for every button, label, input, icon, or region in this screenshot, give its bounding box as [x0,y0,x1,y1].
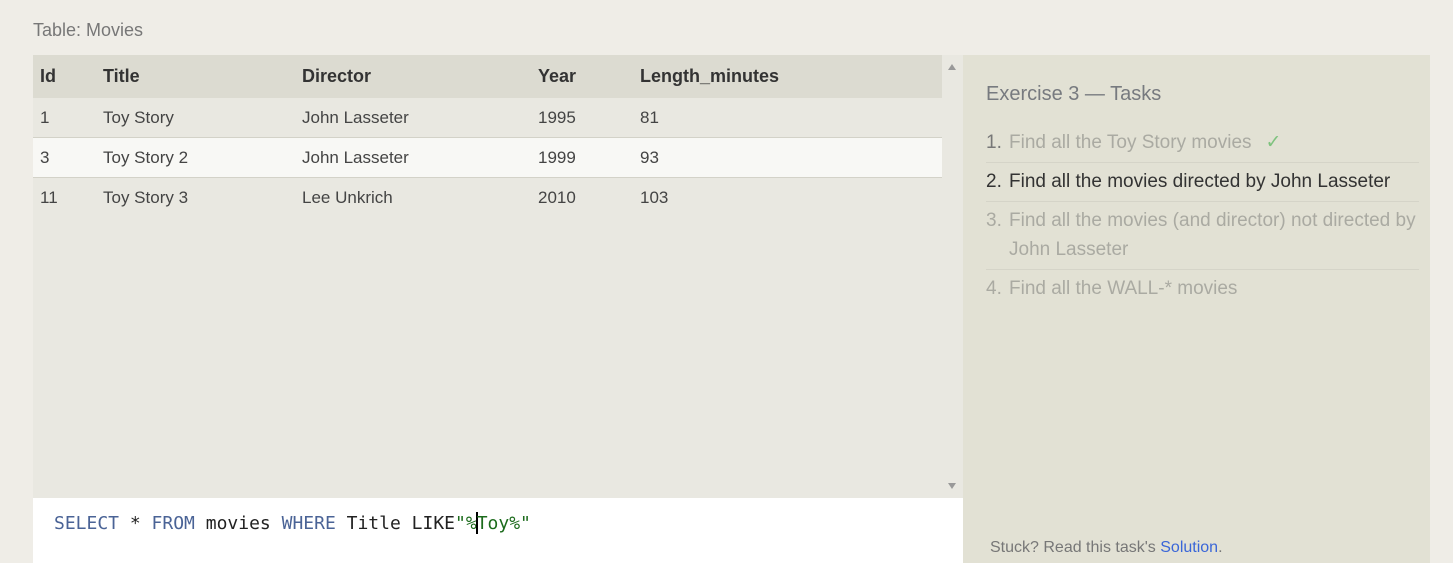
cell-length: 93 [633,137,942,178]
task-label: Find all the Toy Story movies [1009,132,1252,153]
query-star: * [119,513,152,534]
query-string-start: "% [455,513,477,534]
column-header-title: Title [96,55,295,98]
cell-year: 2010 [538,187,576,207]
cell-id: 11 [40,187,58,207]
cell-year: 1995 [531,98,633,138]
cell-director: John Lasseter [295,98,531,138]
cell-title: Toy Story 3 [103,187,189,207]
cell-title: Toy Story 2 [96,137,295,178]
task-item-2[interactable]: 2. Find all the movies directed by John … [986,163,1419,202]
task-text: Find all the Toy Story movies ✓ [1009,128,1419,157]
task-number: 2. [986,171,1002,192]
tasks-title: Exercise 3 — Tasks [986,83,1162,105]
cell-id: 3 [33,137,96,178]
cell-director: John Lasseter [295,137,531,178]
sql-editor[interactable]: SELECT * FROM movies WHERE Title LIKE"%T… [33,498,963,563]
solution-link[interactable]: Solution [1160,539,1219,556]
query-clause: Title LIKE [335,513,456,534]
task-label: Find all the movies directed by John Las… [1009,171,1391,192]
task-number: 4. [986,278,1002,299]
cell-title: Toy Story [96,98,295,138]
scroll-down-icon[interactable] [948,483,956,489]
task-item-3[interactable]: 3. Find all the movies (and director) no… [986,202,1419,270]
table-row: 1 Toy Story John Lasseter 1995 81 [33,98,942,138]
keyword-where: WHERE [281,513,336,534]
tasks-panel: Exercise 3 — Tasks 1. Find all the Toy S… [963,55,1430,563]
table-caption: Table: Movies [33,20,144,40]
results-scrollbar[interactable] [942,55,963,498]
column-header-year: Year [531,55,633,98]
cell-length: 103 [640,187,669,207]
column-header-director: Director [295,55,531,98]
query-table: movies [194,513,282,534]
sql-query-text[interactable]: SELECT * FROM movies WHERE Title LIKE"%T… [54,512,531,534]
task-label: Find all the WALL-* movies [1009,278,1238,299]
checkmark-icon: ✓ [1265,132,1282,153]
column-header-id: Id [33,55,96,98]
scroll-up-icon[interactable] [948,64,956,70]
task-label: Find all the movies (and director) not d… [1009,210,1416,260]
keyword-select: SELECT [54,513,120,534]
column-header-length: Length_minutes [633,55,942,98]
stuck-text: Stuck? Read this task's [990,539,1161,556]
text-cursor [475,512,478,534]
stuck-hint: Stuck? Read this task's Solution. [990,539,1223,557]
task-number: 3. [986,210,1002,231]
query-string-end: Toy%" [476,513,531,534]
table-row: 3 Toy Story 2 John Lasseter 1999 93 [33,137,942,178]
task-list: 1. Find all the Toy Story movies ✓ 2. Fin… [986,124,1419,308]
keyword-from: FROM [151,513,195,534]
cell-year: 1999 [531,137,633,178]
stuck-period: . [1218,539,1223,556]
task-item-4[interactable]: 4. Find all the WALL-* movies [986,270,1419,308]
table-row: 11 Toy Story 3 Lee Unkrich 2010 103 [33,178,942,218]
task-number: 1. [986,132,1002,153]
cell-director: Lee Unkrich [302,187,393,207]
cell-length: 81 [633,98,942,138]
task-item-1[interactable]: 1. Find all the Toy Story movies ✓ [986,124,1419,163]
results-table: Id Title Director Year Length_minutes 1 … [33,55,942,498]
cell-id: 1 [33,98,96,138]
table-header-row: Id Title Director Year Length_minutes [33,55,942,98]
